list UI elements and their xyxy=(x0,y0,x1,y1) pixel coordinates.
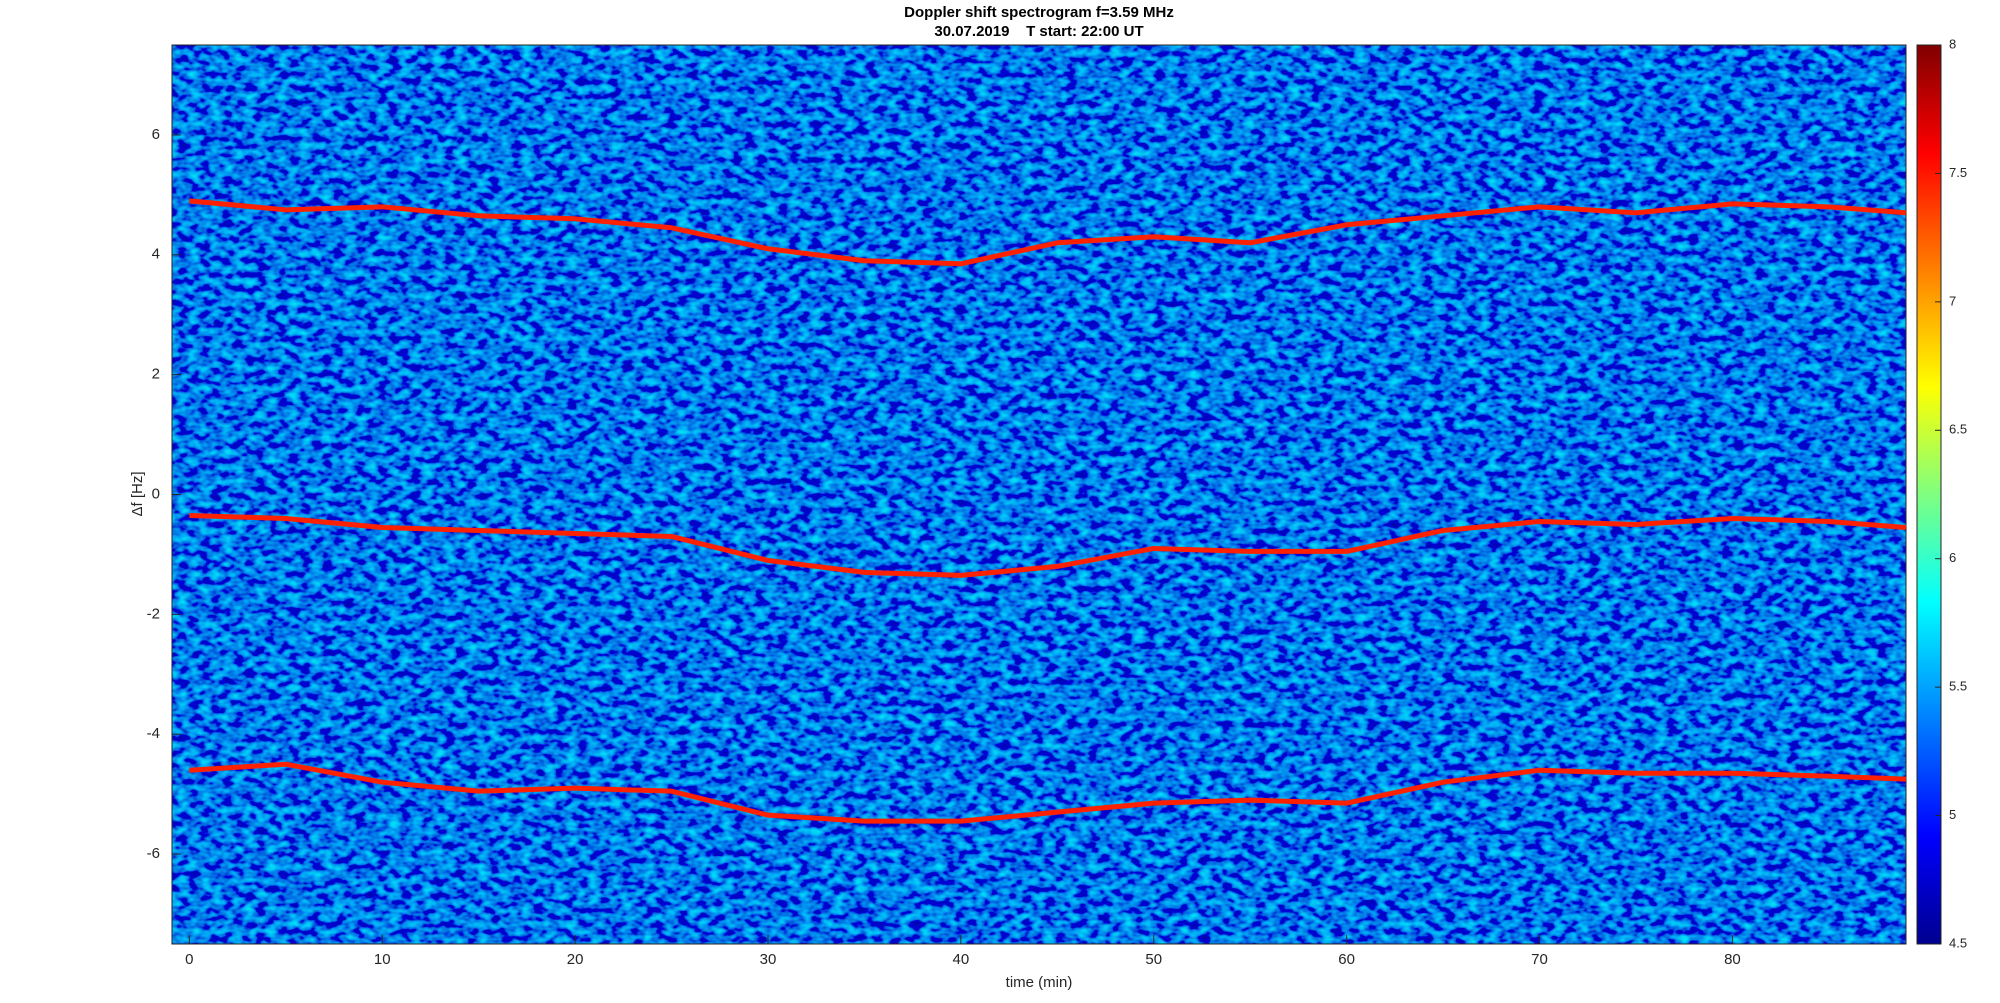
chart-subtitle: 30.07.2019 T start: 22:00 UT xyxy=(934,23,1143,40)
y-axis-label: Δf [Hz] xyxy=(129,471,146,516)
colorbar-tick-label: 5.5 xyxy=(1949,679,1967,694)
colorbar-tick-label: 6.5 xyxy=(1949,422,1967,437)
colorbar-tick-label: 4.5 xyxy=(1949,935,1967,950)
x-tick-label: 40 xyxy=(953,951,970,968)
x-tick-label: 10 xyxy=(374,951,391,968)
y-tick-label: 2 xyxy=(152,366,160,383)
y-tick-label: -6 xyxy=(147,845,160,862)
colorbar xyxy=(1916,44,1942,945)
y-tick-label: 6 xyxy=(152,126,160,143)
x-axis-label: time (min) xyxy=(1006,974,1073,991)
trace-line xyxy=(189,512,1907,578)
y-tick-label: 4 xyxy=(152,246,160,263)
y-tick-label: 0 xyxy=(152,485,160,502)
chart-title: Doppler shift spectrogram f=3.59 MHz xyxy=(904,4,1174,21)
colorbar-tick-label: 6 xyxy=(1949,550,1956,565)
x-tick-label: 20 xyxy=(567,951,584,968)
trace-line xyxy=(189,198,1907,267)
colorbar-tick-label: 5 xyxy=(1949,807,1956,822)
colorbar-tick-label: 7 xyxy=(1949,293,1956,308)
y-tick-label: -2 xyxy=(147,605,160,622)
x-tick-label: 60 xyxy=(1338,951,1355,968)
colorbar-tick-label: 7.5 xyxy=(1949,165,1967,180)
colorbar-tick-label: 8 xyxy=(1949,36,1956,51)
y-tick-label: -4 xyxy=(147,725,160,742)
x-tick-label: 0 xyxy=(185,951,193,968)
x-tick-label: 70 xyxy=(1531,951,1548,968)
x-tick-label: 50 xyxy=(1145,951,1162,968)
x-tick-label: 30 xyxy=(760,951,777,968)
noise-texture xyxy=(172,45,1906,944)
x-tick-label: 80 xyxy=(1724,951,1741,968)
trace-line xyxy=(189,761,1907,824)
